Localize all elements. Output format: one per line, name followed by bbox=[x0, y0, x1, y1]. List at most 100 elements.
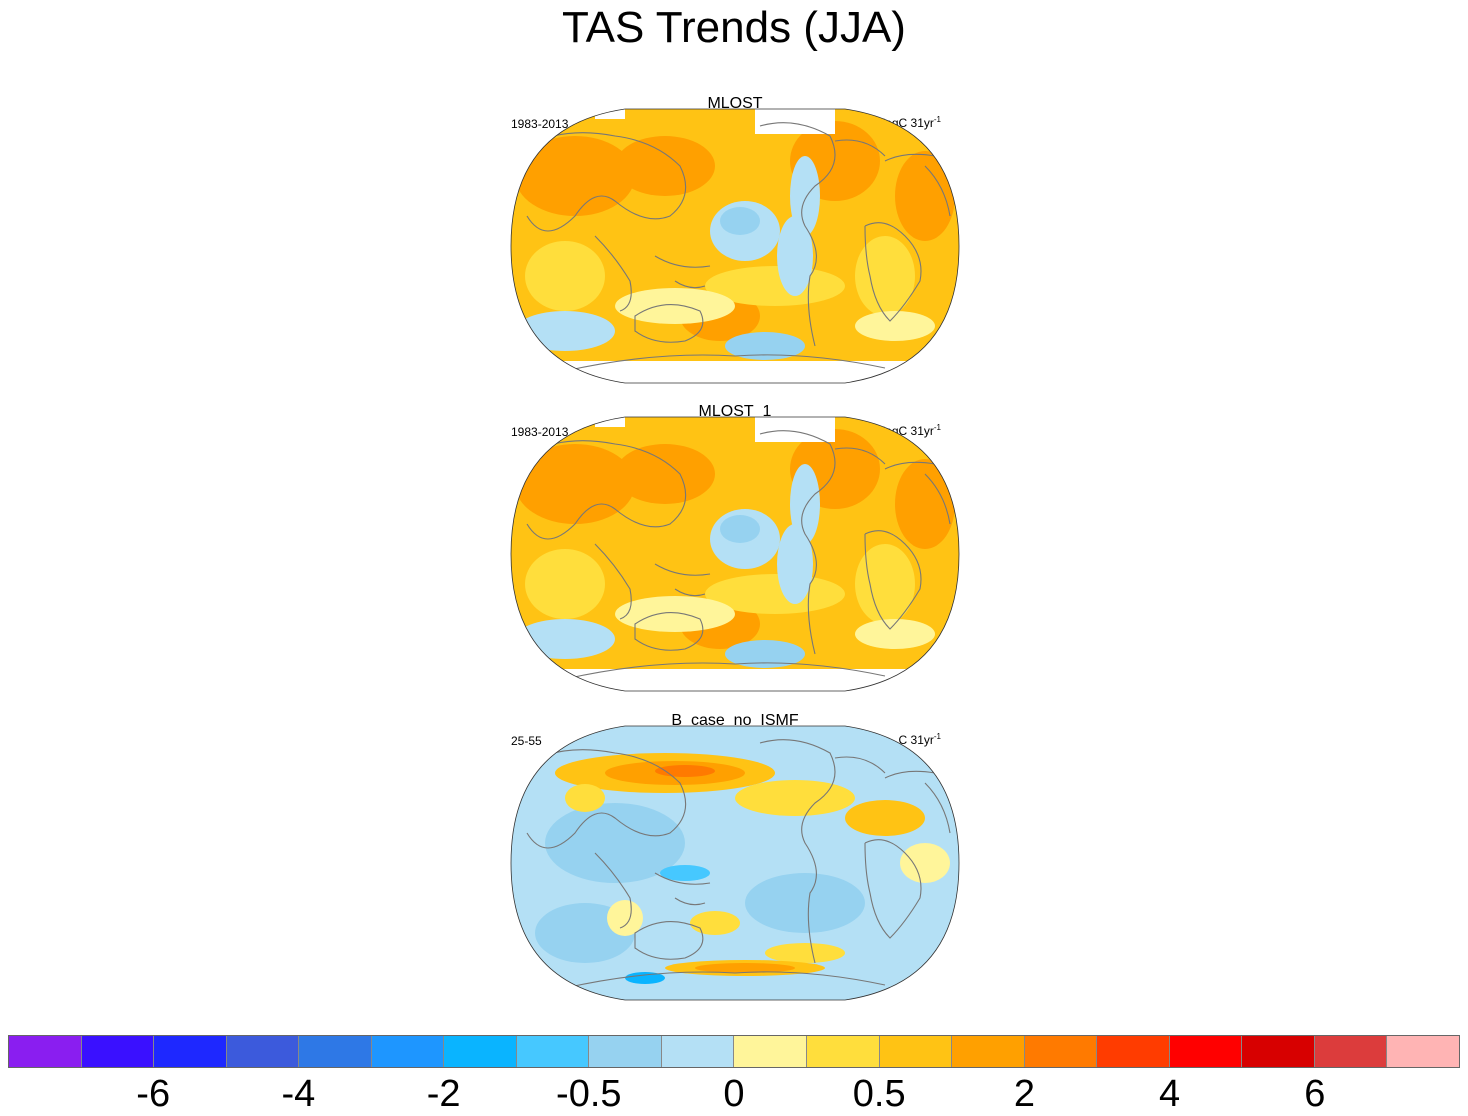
colorbar-tick-label: -0.5 bbox=[556, 1073, 622, 1115]
map-field-region bbox=[895, 459, 955, 549]
map-border bbox=[510, 108, 960, 384]
map-field-region bbox=[515, 444, 635, 524]
colorbar bbox=[8, 1035, 1460, 1068]
map-field-region bbox=[745, 873, 865, 933]
colorbar-swatch bbox=[734, 1036, 808, 1067]
map-field-region bbox=[725, 332, 805, 360]
map-field-region bbox=[695, 963, 795, 973]
units-label: C 31yr-1 bbox=[898, 732, 941, 747]
coastline bbox=[759, 739, 836, 964]
map-border bbox=[510, 416, 960, 692]
colorbar-swatch bbox=[516, 1036, 590, 1067]
map-field-region bbox=[720, 515, 760, 543]
coastline bbox=[884, 461, 951, 525]
panel-title: MLOST bbox=[707, 95, 763, 112]
colorbar-swatch bbox=[1314, 1036, 1388, 1067]
map-field-region bbox=[625, 972, 665, 984]
colorbar-swatch bbox=[1024, 1036, 1098, 1067]
coastline bbox=[834, 447, 886, 465]
figure-title: TAS Trends (JJA) bbox=[562, 3, 906, 52]
map-field-region bbox=[690, 911, 740, 935]
map-field-region bbox=[777, 524, 813, 604]
coastline bbox=[634, 304, 704, 343]
colorbar-swatch bbox=[9, 1036, 82, 1067]
map-field-region bbox=[765, 943, 845, 963]
map-panel-mlost-1: MLOST_1 1983-2013 degC 31yr-1 bbox=[505, 402, 965, 702]
map-field-region bbox=[855, 544, 915, 624]
map-field-region bbox=[855, 619, 935, 649]
colorbar-swatch bbox=[589, 1036, 662, 1067]
coastline bbox=[524, 132, 687, 232]
coastline bbox=[594, 852, 632, 929]
coastline bbox=[834, 139, 886, 157]
map-field-region bbox=[725, 640, 805, 668]
panel-title: MLOST_1 bbox=[698, 403, 772, 420]
colorbar-swatch bbox=[1387, 1036, 1459, 1067]
colorbar-swatch bbox=[661, 1036, 735, 1067]
map-field-region bbox=[525, 549, 605, 619]
map-field-region bbox=[615, 288, 735, 324]
world-map bbox=[510, 108, 960, 384]
colorbar-swatch bbox=[81, 1036, 155, 1067]
colorbar-tick-label: -2 bbox=[426, 1073, 461, 1115]
map-field-region bbox=[515, 619, 615, 659]
map-field-region bbox=[720, 207, 760, 235]
map-field-region bbox=[735, 780, 855, 816]
map-field-region bbox=[515, 311, 615, 351]
coastline bbox=[634, 921, 704, 960]
coastline bbox=[594, 543, 632, 620]
world-map bbox=[510, 725, 960, 1001]
coastline bbox=[594, 235, 632, 312]
antarctica-missing-data bbox=[511, 669, 959, 691]
colorbar-tick-label: 6 bbox=[1304, 1073, 1326, 1115]
panel-title: B_case_no_ISMF bbox=[671, 712, 799, 729]
colorbar-swatch bbox=[952, 1036, 1025, 1067]
colorbar-tick-label: 0.5 bbox=[852, 1073, 906, 1115]
coastline bbox=[884, 153, 951, 217]
colorbar-tick-label: 0 bbox=[723, 1073, 745, 1115]
colorbar-tick-label: 2 bbox=[1013, 1073, 1035, 1115]
coastline bbox=[884, 770, 951, 834]
colorbar-swatch bbox=[371, 1036, 445, 1067]
coastline bbox=[654, 563, 711, 597]
map-field-region bbox=[845, 800, 925, 836]
map-field-region bbox=[660, 865, 710, 881]
colorbar-swatch bbox=[226, 1036, 300, 1067]
coastline bbox=[864, 222, 922, 322]
colorbar-swatch bbox=[879, 1036, 953, 1067]
coastline bbox=[834, 756, 886, 774]
colorbar-swatch bbox=[1097, 1036, 1170, 1067]
map-field-region bbox=[855, 236, 915, 316]
coastline bbox=[564, 971, 886, 989]
coastline bbox=[759, 430, 836, 655]
colorbar-swatch bbox=[299, 1036, 372, 1067]
map-field-region bbox=[565, 784, 605, 812]
colorbar-swatch bbox=[807, 1036, 880, 1067]
map-field-region bbox=[615, 596, 735, 632]
map-field-region bbox=[607, 900, 643, 936]
coastline bbox=[759, 122, 836, 347]
antarctica-missing-data bbox=[511, 361, 959, 383]
colorbar-swatch bbox=[1242, 1036, 1315, 1067]
coastline bbox=[564, 662, 886, 680]
map-field-region bbox=[655, 765, 715, 777]
period-label: 25-55 bbox=[511, 734, 542, 748]
map-field-region bbox=[790, 464, 820, 544]
coastline bbox=[524, 440, 687, 540]
map-panel-b-case-no-ismf: B_case_no_ISMF 25-55 C 31yr-1 bbox=[505, 711, 965, 1011]
colorbar-swatch bbox=[1169, 1036, 1243, 1067]
coastline bbox=[654, 872, 711, 906]
colorbar-swatch bbox=[444, 1036, 517, 1067]
map-field-region bbox=[525, 241, 605, 311]
map-field-region bbox=[777, 216, 813, 296]
map-field-region bbox=[900, 843, 950, 883]
period-label: 1983-2013 bbox=[511, 117, 569, 131]
period-label: 1983-2013 bbox=[511, 425, 569, 439]
coastline bbox=[634, 612, 704, 651]
map-field-region bbox=[855, 311, 935, 341]
world-map bbox=[510, 416, 960, 692]
map-field-region bbox=[615, 136, 715, 196]
coastline bbox=[864, 530, 922, 630]
colorbar-tick-label: -4 bbox=[281, 1073, 316, 1115]
map-border bbox=[510, 725, 960, 1001]
